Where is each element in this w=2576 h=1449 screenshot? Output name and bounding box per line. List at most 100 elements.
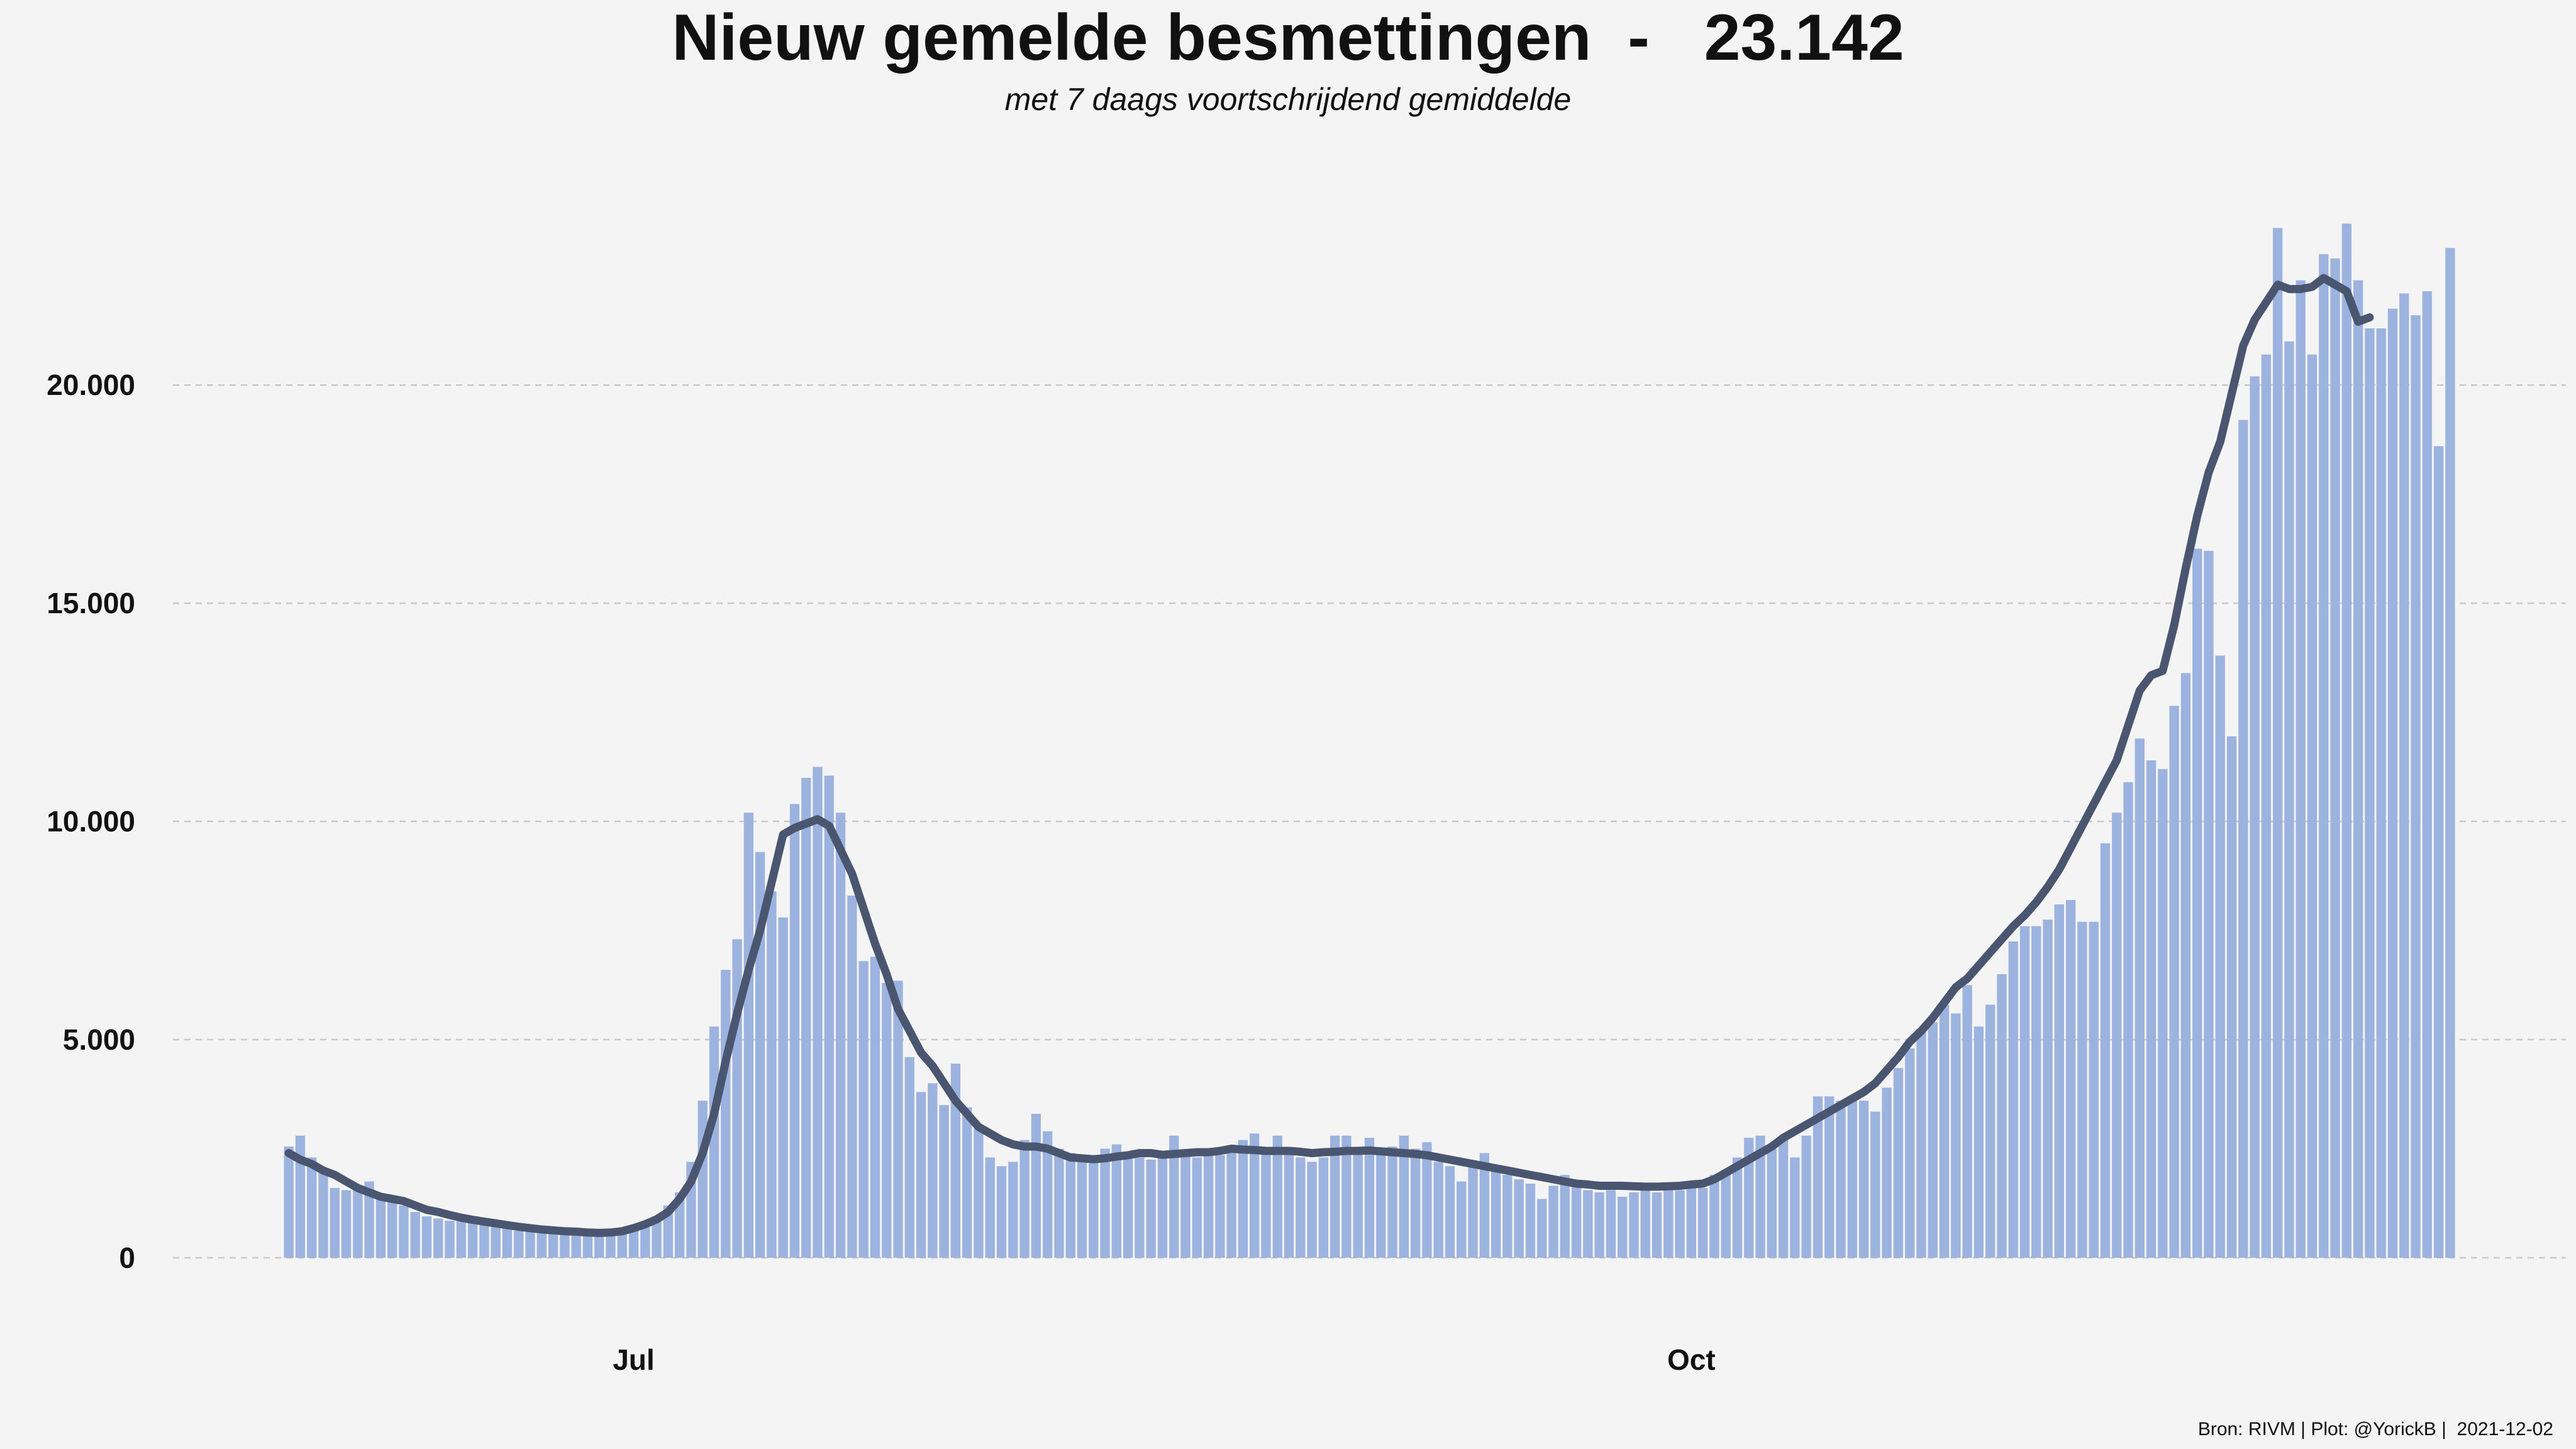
bar [536,1233,547,1258]
bar [1652,1192,1662,1258]
bar [2273,228,2283,1258]
bar [399,1205,409,1258]
bar [882,982,892,1258]
bar [1778,1138,1789,1258]
bar [445,1221,455,1258]
bar [1721,1172,1731,1258]
bar [904,1057,914,1258]
bar [2422,291,2432,1258]
bar [410,1212,420,1258]
bar [560,1234,570,1258]
bar [1548,1185,1558,1258]
bar [1180,1153,1191,1258]
chart-caption: Bron: RIVM | Plot: @YorickB | 2021-12-02 [2198,1419,2553,1440]
bar [1364,1138,1375,1258]
bar [307,1157,317,1258]
bar [2008,941,2018,1258]
bar [1296,1157,1306,1258]
bar [2433,446,2444,1258]
bar [1318,1157,1329,1258]
bar [2399,293,2409,1258]
title-separator: - [1628,1,1650,74]
x-tick-label: Jul [613,1343,654,1376]
bar [387,1196,397,1258]
bar [2261,354,2272,1258]
bar [1457,1181,1467,1258]
bar [2365,328,2375,1258]
bar [663,1205,674,1258]
bar [582,1236,593,1258]
bar [767,891,777,1258]
x-axis-ticks: Jul Oct [613,1343,1715,1376]
bar [1594,1192,1604,1258]
bar [1226,1148,1236,1258]
bar [284,1146,294,1258]
bar [675,1192,685,1258]
bar [2054,904,2064,1258]
bar [1387,1146,1397,1258]
bar [1410,1148,1421,1258]
bar [755,852,765,1258]
bar [571,1235,581,1258]
bar [721,970,731,1258]
bar [697,1101,708,1258]
bar [1583,1190,1593,1258]
bar [2019,926,2030,1258]
bar [2284,341,2294,1258]
bar [433,1218,443,1258]
bar [1341,1135,1352,1258]
bar [1031,1114,1041,1258]
bar [1019,1140,1030,1258]
bar [1732,1157,1743,1258]
bar [789,804,800,1258]
bar [974,1126,984,1258]
y-tick-label: 0 [119,1241,135,1274]
y-tick-label: 10.000 [47,805,135,838]
chart-subtitle: met 7 daags voortschrijdend gemiddelde [1005,82,1572,117]
bar [1238,1140,1248,1258]
bar [1307,1162,1317,1258]
bar [847,896,857,1258]
bar [1146,1159,1156,1258]
bar [1686,1187,1696,1258]
bar [456,1214,466,1258]
chart-title: Nieuw gemelde besmettingen - 23.142 [672,1,1904,74]
bar [1502,1175,1513,1258]
bar [2250,376,2260,1258]
bar [2135,738,2145,1258]
bar [1697,1187,1708,1258]
bar [1767,1148,1777,1258]
bar [1813,1096,1823,1258]
bar [1376,1153,1386,1258]
bar [813,767,823,1258]
bar [1755,1135,1765,1258]
bar [1882,1087,1892,1258]
bar [1525,1184,1536,1258]
bar [1135,1157,1145,1258]
bar [2146,760,2157,1258]
bar [1169,1135,1179,1258]
bar [606,1235,616,1258]
bar [1985,1004,1996,1258]
bar [617,1233,627,1258]
bar [893,980,903,1258]
bar [1422,1142,1432,1258]
bar [353,1190,363,1258]
bar [341,1190,352,1258]
bar [2319,254,2329,1258]
bar [514,1230,524,1258]
bar [548,1233,558,1258]
bar [835,813,846,1258]
daily-bars [284,223,2455,1258]
bar [1284,1148,1294,1258]
bar [2077,921,2087,1258]
bar [1157,1153,1168,1258]
bar [479,1223,489,1258]
y-axis-ticks: 0 5.000 10.000 15.000 20.000 [47,369,135,1274]
bar [1043,1131,1053,1258]
bar [652,1216,662,1258]
y-tick-label: 5.000 [63,1023,135,1056]
bar [2238,419,2248,1258]
